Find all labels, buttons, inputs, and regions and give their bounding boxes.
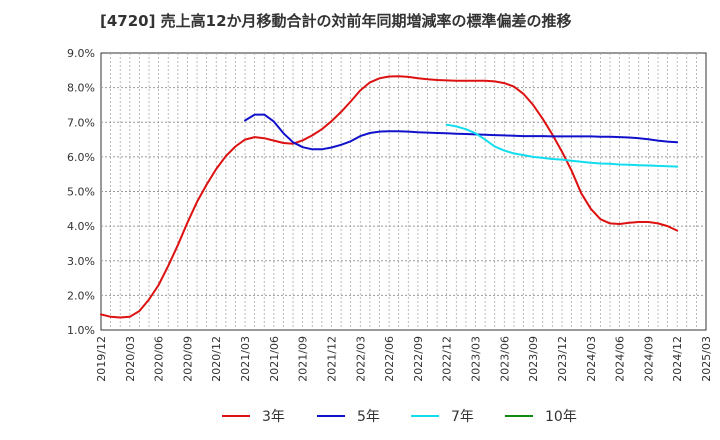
legend-label: 3年 bbox=[262, 409, 285, 425]
x-tick-label: 2024/09 bbox=[642, 336, 655, 382]
legend-item: 5年 bbox=[317, 404, 380, 428]
legend-item: 10年 bbox=[505, 404, 577, 428]
x-tick-label: 2021/06 bbox=[268, 336, 281, 382]
x-tick-label: 2024/12 bbox=[671, 336, 684, 382]
x-tick-label: 2020/12 bbox=[210, 336, 223, 382]
x-tick-label: 2022/12 bbox=[441, 336, 454, 382]
y-tick-label: 3.0% bbox=[67, 255, 95, 268]
x-tick-label: 2021/09 bbox=[297, 336, 310, 382]
x-tick-label: 2021/03 bbox=[239, 336, 252, 382]
y-tick-label: 4.0% bbox=[67, 220, 95, 233]
grid-layer bbox=[100, 52, 707, 331]
x-tick-label: 2020/03 bbox=[124, 336, 137, 382]
legend-swatch bbox=[317, 415, 345, 417]
x-tick-label: 2020/09 bbox=[181, 336, 194, 382]
legend-label: 7年 bbox=[451, 409, 474, 425]
x-tick-label: 2024/06 bbox=[614, 336, 627, 382]
legend-item: 3年 bbox=[222, 404, 285, 428]
y-tick-label: 9.0% bbox=[67, 47, 95, 60]
axis-layer: 1.0% 2.0% 3.0% 4.0% 5.0% 6.0% 7.0% 8.0% 9.0% 2019… bbox=[67, 47, 713, 382]
series-line bbox=[244, 113, 679, 151]
x-tick-label: 2021/12 bbox=[325, 336, 338, 382]
x-tick-label: 2019/12 bbox=[95, 336, 108, 382]
x-tick-label: 2022/06 bbox=[383, 336, 396, 382]
x-tick-label: 2022/03 bbox=[354, 336, 367, 382]
x-tick-label: 2023/12 bbox=[556, 336, 569, 382]
legend-swatch bbox=[222, 415, 250, 417]
legend: 3年 5年 7年 10年 bbox=[0, 404, 720, 428]
series-line bbox=[100, 75, 679, 319]
chart-title: [4720] 売上高12か月移動合計の対前年同期増減率の標準偏差の推移 bbox=[100, 12, 572, 30]
y-tick-label: 8.0% bbox=[67, 82, 95, 95]
legend-label: 5年 bbox=[357, 409, 380, 425]
x-tick-label: 2020/06 bbox=[153, 336, 166, 382]
x-tick-label: 2022/09 bbox=[412, 336, 425, 382]
y-tick-label: 7.0% bbox=[67, 116, 95, 129]
x-tick-label: 2023/09 bbox=[527, 336, 540, 382]
y-tick-label: 1.0% bbox=[67, 324, 95, 337]
x-tick-label: 2024/03 bbox=[585, 336, 598, 382]
y-tick-label: 5.0% bbox=[67, 186, 95, 199]
x-tick-label: 2023/03 bbox=[470, 336, 483, 382]
plot-area bbox=[100, 52, 707, 331]
x-tick-label: 2023/06 bbox=[498, 336, 511, 382]
legend-swatch bbox=[411, 415, 439, 417]
y-tick-label: 2.0% bbox=[67, 289, 95, 302]
x-tick-label: 2025/03 bbox=[700, 336, 713, 382]
legend-swatch bbox=[505, 415, 533, 417]
y-tick-label: 6.0% bbox=[67, 151, 95, 164]
series-line bbox=[445, 123, 679, 168]
legend-item: 7年 bbox=[411, 404, 474, 428]
legend-label: 10年 bbox=[545, 409, 577, 425]
series-layer bbox=[100, 75, 679, 319]
